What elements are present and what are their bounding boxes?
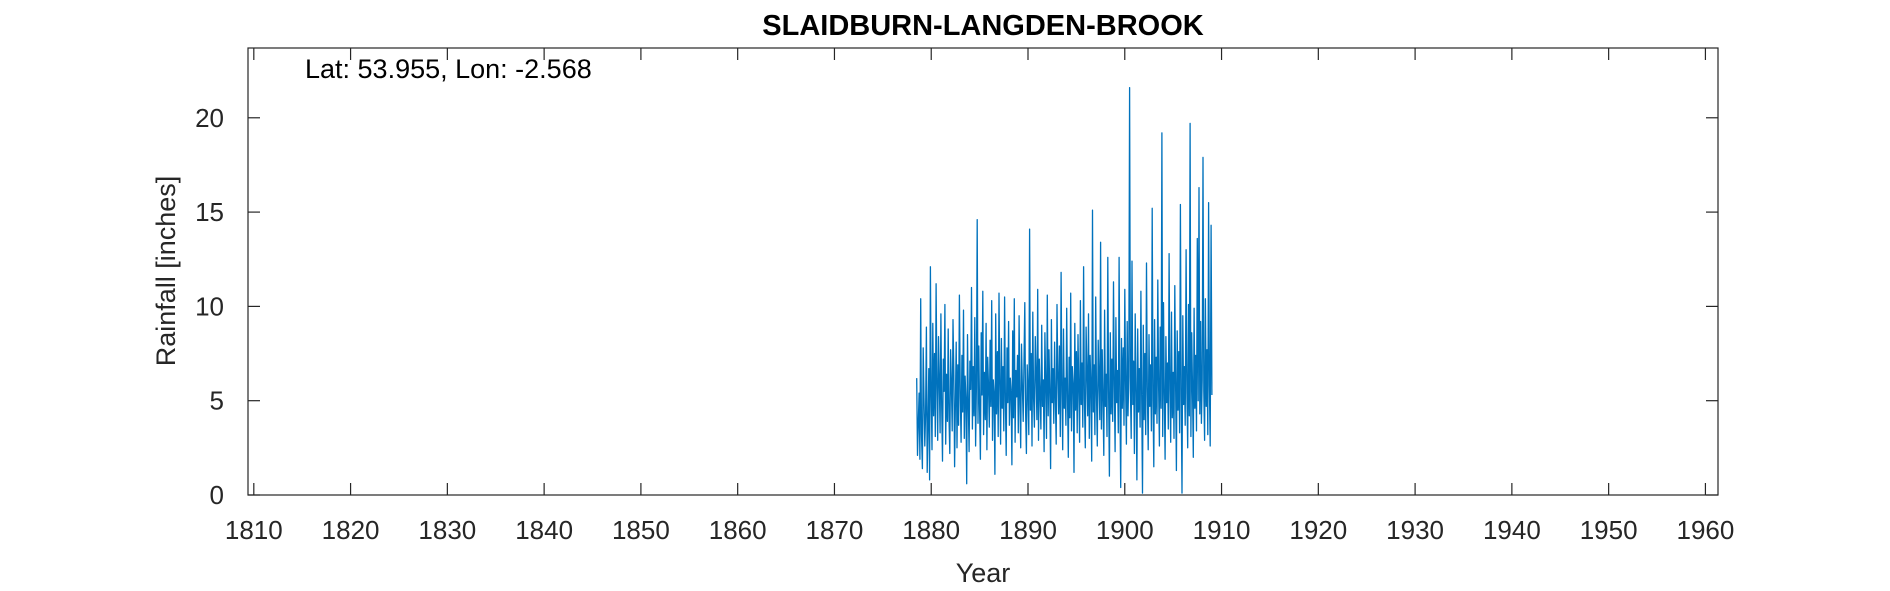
x-tick-label: 1930 (1386, 515, 1444, 545)
x-axis-label: Year (956, 558, 1011, 588)
x-tick-label: 1920 (1289, 515, 1347, 545)
x-tick-label: 1960 (1676, 515, 1734, 545)
y-tick-label: 20 (195, 103, 224, 133)
x-tick-label: 1830 (418, 515, 476, 545)
x-tick-label: 1910 (1193, 515, 1251, 545)
location-annotation: Lat: 53.955, Lon: -2.568 (305, 54, 592, 84)
x-tick-label: 1810 (225, 515, 283, 545)
x-tick-label: 1850 (612, 515, 670, 545)
y-axis-label: Rainfall [inches] (151, 176, 181, 367)
x-tick-label: 1900 (1096, 515, 1154, 545)
chart-title: SLAIDBURN-LANGDEN-BROOK (762, 10, 1203, 42)
y-tick-label: 10 (195, 291, 224, 321)
x-tick-label: 1840 (515, 515, 573, 545)
y-tick-label: 15 (195, 197, 224, 227)
x-tick-label: 1820 (322, 515, 380, 545)
x-tick-label: 1870 (806, 515, 864, 545)
series-line (916, 86, 1213, 494)
axis-ticks (248, 48, 1718, 496)
x-tick-label: 1940 (1483, 515, 1541, 545)
x-tick-label: 1880 (902, 515, 960, 545)
x-tick-label: 1890 (999, 515, 1057, 545)
x-tick-label: 1860 (709, 515, 767, 545)
tick-labels: 1810 1820 1830 1840 1850 1860 1870 1880 1890 1900… (195, 103, 1734, 545)
x-tick-label: 1950 (1580, 515, 1638, 545)
y-tick-label: 0 (210, 480, 224, 510)
y-tick-label: 5 (210, 386, 224, 416)
